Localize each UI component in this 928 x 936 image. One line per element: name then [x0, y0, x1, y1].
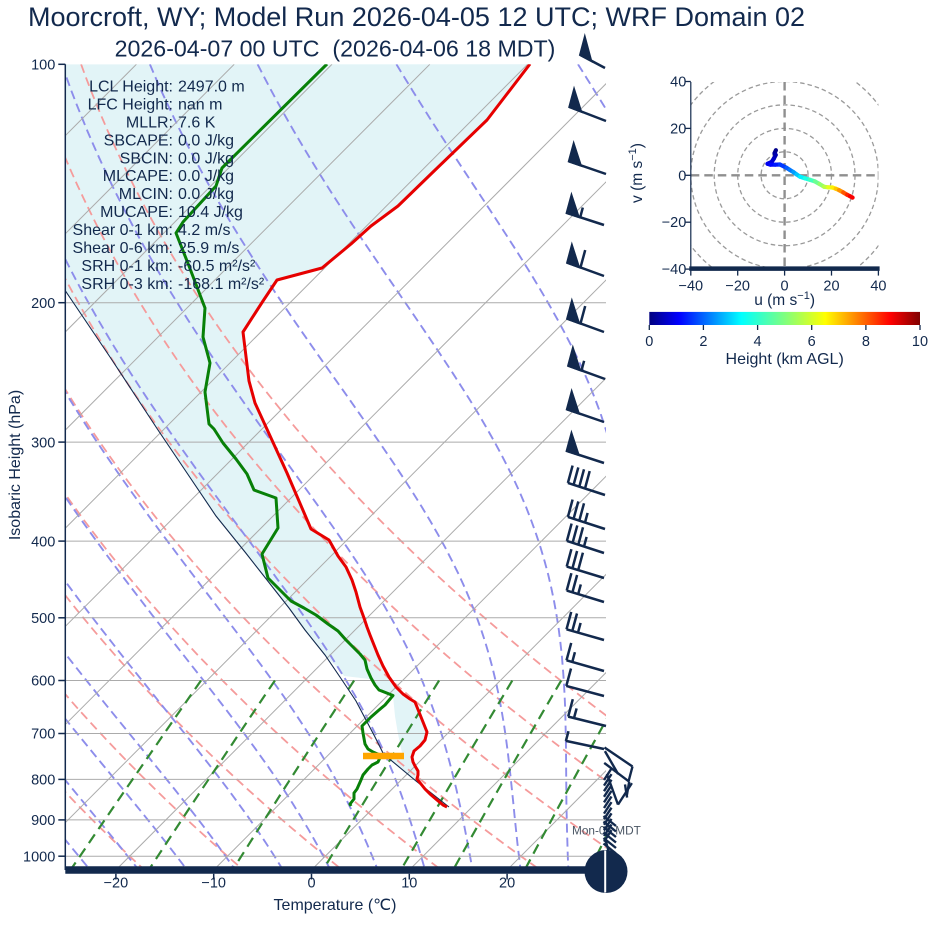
svg-text:0: 0	[645, 334, 653, 350]
svg-text:Height (km AGL): Height (km AGL)	[726, 351, 844, 368]
svg-text:SBCIN:: SBCIN:	[120, 150, 173, 167]
svg-text:-168.1 m²/s²: -168.1 m²/s²	[178, 276, 265, 293]
svg-text:0.0 J/kg: 0.0 J/kg	[178, 132, 234, 149]
svg-text:800: 800	[31, 773, 55, 789]
svg-text:MLCAPE:: MLCAPE:	[103, 168, 173, 185]
svg-text:4.2 m/s: 4.2 m/s	[178, 222, 230, 239]
svg-text:MLCIN:: MLCIN:	[119, 186, 173, 203]
svg-text:10.4 J/kg: 10.4 J/kg	[178, 204, 243, 221]
svg-text:−40: −40	[662, 262, 687, 278]
svg-text:Shear 0-1 km:: Shear 0-1 km:	[73, 222, 173, 239]
svg-text:Isobaric Height (hPa): Isobaric Height (hPa)	[7, 390, 24, 540]
svg-text:−40: −40	[678, 279, 703, 295]
svg-text:2: 2	[699, 334, 707, 350]
svg-text:2026-04-07 00 UTC (2026-04-06: 2026-04-07 00 UTC (2026-04-06 18 MDT)	[115, 36, 556, 62]
svg-text:200: 200	[31, 296, 55, 312]
svg-text:SRH 0-1 km:: SRH 0-1 km:	[81, 258, 173, 275]
svg-text:6: 6	[808, 334, 816, 350]
svg-text:40: 40	[870, 279, 886, 295]
svg-text:10: 10	[912, 334, 928, 350]
svg-text:1000: 1000	[23, 849, 55, 865]
svg-text:MLLR:: MLLR:	[126, 114, 173, 131]
svg-text:SRH 0-3 km:: SRH 0-3 km:	[81, 276, 173, 293]
svg-text:7.6 K: 7.6 K	[178, 114, 216, 131]
svg-text:−20: −20	[725, 279, 750, 295]
svg-text:−10: −10	[201, 876, 226, 892]
svg-text:300: 300	[31, 435, 55, 451]
svg-text:8: 8	[862, 334, 870, 350]
svg-text:0.0 J/kg: 0.0 J/kg	[178, 150, 234, 167]
svg-text:600: 600	[31, 674, 55, 690]
svg-text:20: 20	[670, 121, 686, 137]
svg-text:MUCAPE:: MUCAPE:	[100, 204, 173, 221]
svg-text:0: 0	[678, 168, 686, 184]
svg-text:SBCAPE:: SBCAPE:	[104, 132, 173, 149]
svg-text:10: 10	[401, 876, 417, 892]
svg-text:20: 20	[499, 876, 515, 892]
svg-text:nan m: nan m	[178, 97, 222, 114]
svg-text:100: 100	[31, 58, 55, 74]
svg-text:0.0 J/kg: 0.0 J/kg	[178, 168, 234, 185]
svg-text:0: 0	[781, 279, 789, 295]
svg-text:LCL Height:: LCL Height:	[89, 79, 173, 96]
svg-text:Moorcroft, WY; Model Run 2026-: Moorcroft, WY; Model Run 2026-04-05 12 U…	[28, 2, 805, 32]
svg-text:-60.5 m²/s²: -60.5 m²/s²	[178, 258, 256, 275]
svg-text:500: 500	[31, 611, 55, 627]
svg-text:LFC Height:: LFC Height:	[88, 97, 173, 114]
svg-text:Shear 0-6 km:: Shear 0-6 km:	[73, 240, 173, 257]
svg-text:700: 700	[31, 727, 55, 743]
svg-text:25.9 m/s: 25.9 m/s	[178, 240, 239, 257]
svg-text:0: 0	[307, 876, 315, 892]
svg-text:Temperature (℃): Temperature (℃)	[274, 897, 397, 914]
svg-text:900: 900	[31, 813, 55, 829]
svg-text:40: 40	[670, 75, 686, 91]
svg-text:20: 20	[823, 279, 839, 295]
svg-text:4: 4	[754, 334, 762, 350]
svg-text:−20: −20	[104, 876, 129, 892]
svg-text:2497.0 m: 2497.0 m	[178, 79, 245, 96]
svg-text:−20: −20	[662, 215, 687, 231]
svg-text:400: 400	[31, 534, 55, 550]
svg-text:0.0 J/kg: 0.0 J/kg	[178, 186, 234, 203]
